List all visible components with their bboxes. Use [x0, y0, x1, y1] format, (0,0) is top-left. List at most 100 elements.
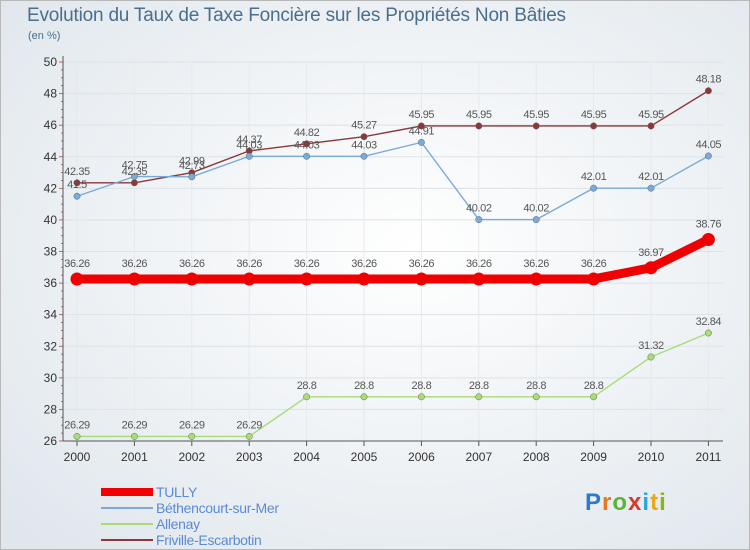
data-point — [532, 122, 540, 130]
data-label: 36.97 — [638, 247, 664, 259]
data-label: 45.27 — [351, 120, 377, 132]
y-tick-label: 46 — [44, 118, 58, 132]
logo-letter: r — [602, 489, 613, 516]
data-point — [475, 122, 483, 130]
x-tick-label: 2007 — [465, 450, 492, 464]
data-point — [590, 393, 598, 401]
data-point — [303, 152, 311, 160]
data-point — [647, 122, 655, 130]
logo-letter: x — [628, 489, 643, 516]
data-point — [188, 173, 196, 181]
data-point — [127, 272, 141, 286]
x-tick-label: 2003 — [236, 450, 263, 464]
logo-letter: i — [642, 489, 651, 516]
series-line-0 — [72, 234, 713, 284]
data-label: 42.35 — [122, 166, 148, 178]
data-label: 42.01 — [638, 171, 664, 183]
data-label: 44.03 — [351, 139, 377, 151]
logo-letter: t — [650, 489, 660, 516]
data-label: 36.26 — [351, 258, 377, 270]
x-tick-label: 2006 — [408, 450, 435, 464]
data-point — [188, 432, 196, 440]
data-label: 42.35 — [64, 166, 90, 178]
data-point — [130, 432, 138, 440]
data-point — [73, 432, 81, 440]
y-tick-label: 44 — [44, 150, 58, 164]
data-point — [130, 173, 138, 180]
data-label: 42.99 — [179, 156, 205, 168]
data-point — [417, 393, 425, 401]
x-tick-label: 2004 — [293, 450, 320, 464]
data-label: 44.37 — [236, 134, 262, 146]
x-tick-label: 2011 — [695, 450, 721, 464]
data-label: 36.26 — [523, 258, 549, 270]
data-label: 28.8 — [469, 380, 489, 392]
data-label: 45.95 — [581, 109, 607, 121]
data-point — [414, 272, 428, 286]
data-label: 28.8 — [297, 380, 317, 392]
chart-subtitle: (en %) — [28, 30, 61, 42]
legend-label: TULLY — [156, 484, 198, 500]
legend-label: Friville-Escarbotin — [156, 532, 262, 548]
y-tick-label: 42 — [44, 181, 58, 195]
data-point — [242, 272, 256, 286]
y-tick-label: 36 — [44, 276, 58, 290]
x-tick-label: 2002 — [178, 450, 205, 464]
series-line-3 — [76, 90, 710, 184]
x-tick-label: 2009 — [580, 450, 607, 464]
data-point — [303, 393, 311, 401]
legend-swatch — [101, 539, 153, 541]
data-point — [185, 272, 199, 286]
logo-letter: o — [612, 489, 629, 516]
data-label: 44.91 — [409, 125, 435, 137]
data-point — [475, 393, 483, 401]
data-label: 36.26 — [409, 258, 435, 270]
data-point — [475, 216, 483, 224]
data-label: 40.02 — [466, 203, 492, 215]
data-point — [529, 272, 543, 286]
x-tick-label: 2010 — [638, 450, 665, 464]
series-line-1 — [76, 141, 710, 221]
data-label: 26.29 — [179, 419, 205, 431]
data-point — [360, 393, 368, 401]
data-label: 36.26 — [122, 258, 148, 270]
data-point — [417, 138, 425, 146]
data-label: 36.26 — [581, 258, 607, 270]
data-point — [590, 184, 598, 192]
data-label: 28.8 — [584, 380, 604, 392]
y-tick-label: 30 — [44, 371, 58, 385]
x-tick-label: 2008 — [523, 450, 550, 464]
y-tick-label: 28 — [44, 402, 58, 416]
logo-letter: i — [659, 489, 667, 516]
y-tick-label: 48 — [44, 87, 58, 101]
data-label: 48.18 — [696, 74, 722, 86]
y-tick-label: 40 — [44, 213, 58, 227]
y-tick-label: 38 — [44, 245, 58, 259]
data-point — [532, 393, 540, 401]
legend-label: Allenay — [156, 516, 200, 532]
data-label: 28.8 — [526, 380, 546, 392]
data-label: 36.26 — [236, 258, 262, 270]
data-point — [590, 122, 598, 130]
data-label: 36.26 — [64, 258, 90, 270]
data-label: 32.84 — [696, 316, 722, 328]
data-label: 45.95 — [523, 109, 549, 121]
data-label: 38.76 — [696, 218, 722, 230]
data-label: 45.95 — [409, 109, 435, 121]
x-tick-label: 2001 — [121, 450, 148, 464]
data-label: 40.02 — [523, 203, 549, 215]
legend-swatch — [101, 507, 153, 509]
data-point — [417, 122, 425, 130]
data-point — [360, 152, 368, 160]
data-label: 42.73 — [179, 160, 205, 172]
legend-swatch — [101, 523, 153, 525]
legend-label: Béthencourt-sur-Mer — [156, 500, 279, 516]
y-tick-label: 34 — [44, 308, 58, 322]
chart-title: Evolution du Taux de Taxe Foncière sur l… — [27, 5, 566, 26]
data-label: 36.26 — [179, 258, 205, 270]
data-point — [73, 179, 81, 187]
data-point — [644, 261, 658, 275]
x-tick-label: 2005 — [351, 450, 378, 464]
y-tick-label: 26 — [44, 434, 58, 448]
